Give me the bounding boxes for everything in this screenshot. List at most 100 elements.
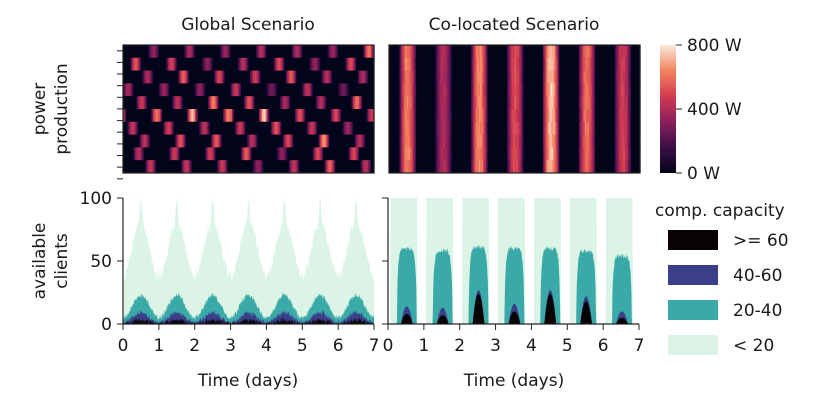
heatmap-global-cell bbox=[205, 109, 208, 123]
heatmap-global-cell bbox=[185, 134, 188, 148]
heatmap-global-cell bbox=[365, 160, 368, 174]
heatmap-colocated-cell bbox=[581, 147, 584, 161]
heatmap-global-cell bbox=[230, 57, 233, 71]
heatmap-colocated-cell bbox=[495, 83, 498, 97]
heatmap-colocated-cell bbox=[593, 121, 596, 135]
heatmap-colocated-cell bbox=[535, 96, 538, 110]
heatmap-colocated-cell bbox=[610, 147, 613, 161]
heatmap-global-cell bbox=[326, 109, 329, 123]
heatmap-colocated-cell bbox=[508, 45, 511, 59]
heatmap-global-cell bbox=[335, 160, 338, 174]
heatmap-colocated-cell bbox=[635, 134, 638, 148]
heatmap-global-cell bbox=[176, 70, 179, 84]
heatmap-colocated-cell bbox=[628, 83, 631, 97]
heatmap-colocated-cell bbox=[460, 109, 463, 123]
heatmap-colocated-cell bbox=[560, 147, 563, 161]
heatmap-colocated-cell bbox=[439, 70, 442, 84]
heatmap-global-cell bbox=[196, 147, 199, 161]
heatmap-colocated-cell bbox=[394, 147, 398, 161]
heatmap-global-cell bbox=[255, 134, 259, 148]
heatmap-global-cell bbox=[287, 134, 290, 148]
heatmap-global-cell bbox=[266, 45, 269, 59]
heatmap-global-cell bbox=[242, 134, 245, 148]
heatmap-colocated-cell bbox=[505, 70, 508, 84]
heatmap-global-cell bbox=[348, 83, 351, 97]
heatmap-global-cell bbox=[148, 109, 151, 123]
heatmap-global-cell bbox=[324, 83, 327, 97]
heatmap-colocated-cell bbox=[637, 134, 640, 148]
heatmap-global-cell bbox=[297, 96, 300, 110]
heatmap-global-cell bbox=[212, 134, 215, 148]
heatmap-colocated-cell bbox=[466, 70, 469, 84]
heatmap-colocated-cell bbox=[389, 121, 392, 135]
heatmap-colocated-cell bbox=[474, 70, 477, 84]
heatmap-colocated-cell bbox=[523, 121, 526, 135]
heatmap-global-cell bbox=[294, 57, 297, 71]
heatmap-global-cell bbox=[142, 121, 145, 135]
heatmap-global-cell bbox=[360, 45, 363, 59]
heatmap-colocated-cell bbox=[412, 160, 415, 174]
heatmap-colocated-cell bbox=[604, 147, 607, 161]
heatmap-global-cell bbox=[318, 134, 321, 148]
heatmap-global-cell bbox=[347, 45, 350, 59]
heatmap-colocated-cell bbox=[575, 147, 578, 161]
heatmap-global-cell bbox=[254, 45, 257, 59]
heatmap-colocated-cell bbox=[468, 121, 471, 135]
heatmap-global-cell bbox=[161, 134, 164, 148]
heatmap-global-cell bbox=[161, 45, 164, 59]
heatmap-global-cell bbox=[127, 57, 130, 71]
heatmap-colocated-cell bbox=[453, 96, 456, 110]
heatmap-colocated-cell bbox=[474, 83, 477, 97]
heatmap-global-cell bbox=[344, 147, 347, 161]
heatmap-global-cell bbox=[362, 109, 365, 123]
heatmap-global-cell bbox=[296, 96, 299, 110]
heatmap-global-cell bbox=[248, 83, 251, 97]
heatmap-colocated-cell bbox=[614, 134, 617, 148]
heatmap-global-cell bbox=[320, 83, 323, 97]
heatmap-global-cell bbox=[327, 70, 330, 84]
heatmap-global-cell bbox=[353, 70, 356, 84]
heatmap-global-cell bbox=[178, 45, 181, 59]
heatmap-global-cell bbox=[348, 121, 351, 135]
heatmap-colocated-cell bbox=[550, 160, 553, 174]
heatmap-global-cell bbox=[175, 147, 178, 161]
heatmap-global-cell bbox=[321, 96, 324, 110]
heatmap-global-cell bbox=[341, 96, 344, 110]
heatmap-global-cell bbox=[300, 57, 303, 71]
heatmap-global-cell bbox=[336, 160, 339, 174]
heatmap-global-cell bbox=[317, 109, 320, 123]
heatmap-colocated-cell bbox=[493, 83, 496, 97]
heatmap-global-cell bbox=[123, 160, 126, 174]
heatmap-global-cell bbox=[182, 96, 185, 110]
heatmap-colocated-cell bbox=[489, 57, 492, 71]
heatmap-global-cell bbox=[163, 121, 166, 135]
heatmap-colocated-cell bbox=[499, 121, 502, 135]
heatmap-colocated-cell bbox=[610, 96, 613, 110]
heatmap-colocated-cell bbox=[474, 96, 477, 110]
heatmap-colocated-cell bbox=[411, 121, 414, 135]
heatmap-global-cell bbox=[300, 109, 303, 123]
heatmap-colocated-cell bbox=[453, 134, 456, 148]
heatmap-colocated-cell bbox=[471, 83, 474, 97]
heatmap-colocated-cell bbox=[501, 96, 504, 110]
heatmap-global-cell bbox=[182, 121, 185, 135]
heatmap-colocated-cell bbox=[634, 70, 637, 84]
heatmap-colocated-cell bbox=[572, 45, 575, 59]
heatmap-global-cell bbox=[320, 134, 323, 148]
heatmap-global-cell bbox=[190, 147, 193, 161]
heatmap-global-cell bbox=[226, 109, 229, 123]
heatmap-colocated-cell bbox=[483, 121, 486, 135]
heatmap-colocated-cell bbox=[626, 147, 629, 161]
heatmap-colocated-cell bbox=[453, 147, 456, 161]
heatmap-global-cell bbox=[139, 57, 142, 71]
heatmap-global-cell bbox=[220, 83, 223, 97]
heatmap-global-cell bbox=[324, 109, 327, 123]
heatmap-colocated-cell bbox=[447, 121, 450, 135]
heatmap-colocated-cell bbox=[599, 83, 602, 97]
heatmap-global-cell bbox=[287, 109, 290, 123]
heatmap-global-cell bbox=[218, 109, 221, 123]
heatmap-global-cell bbox=[206, 134, 209, 148]
heatmap-global-cell bbox=[123, 109, 126, 123]
heatmap-colocated-cell bbox=[477, 45, 480, 59]
heatmap-global-cell bbox=[279, 70, 282, 84]
